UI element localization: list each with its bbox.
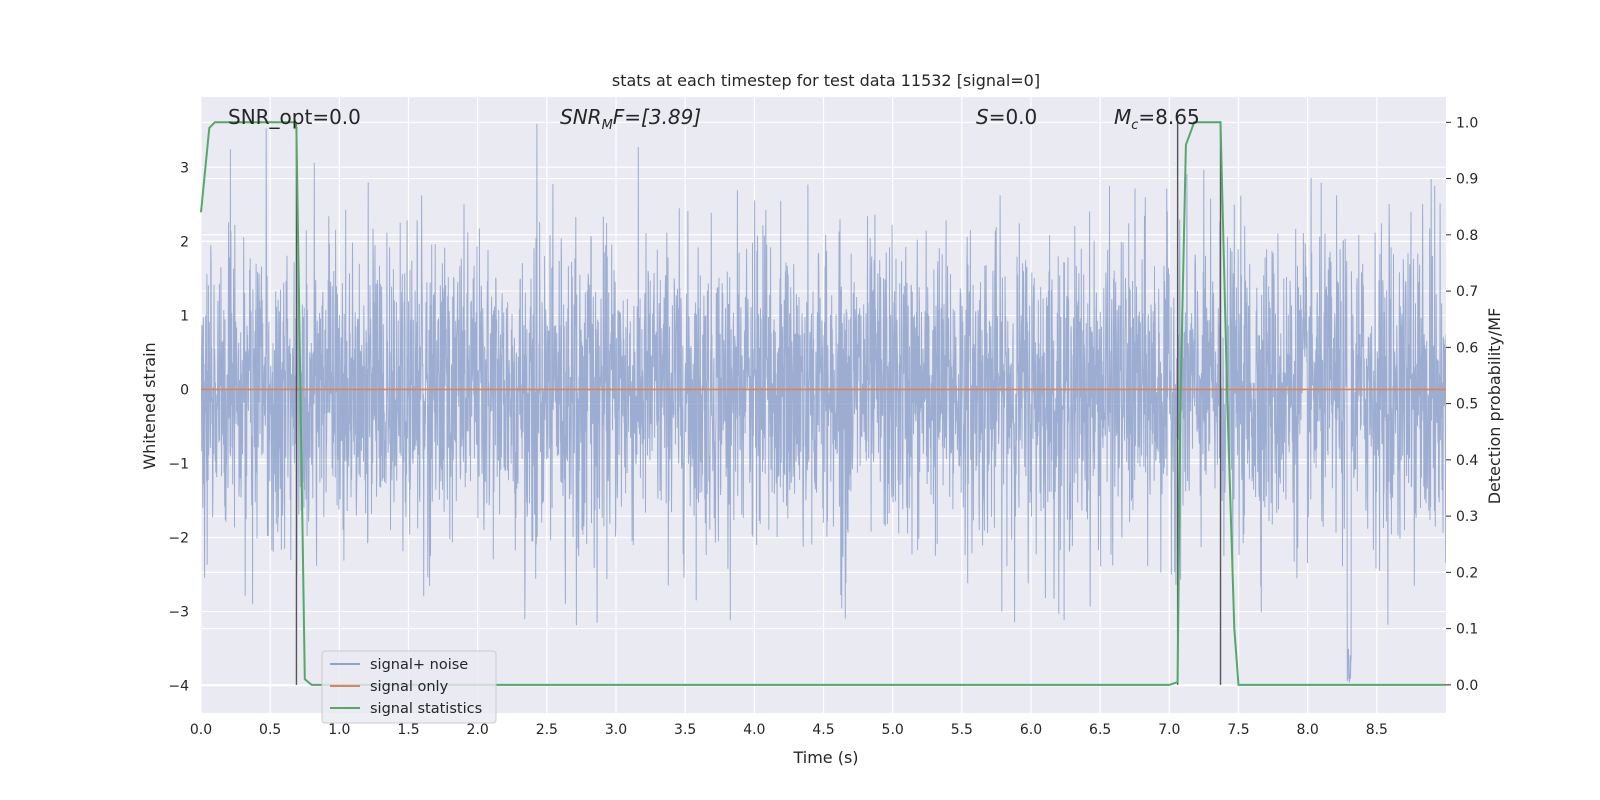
signal-noise-series <box>201 123 1446 683</box>
x-tick-label: 0.0 <box>190 722 212 738</box>
x-tick-label: 3.0 <box>605 722 627 738</box>
snr-mf-annotation: SNRMF=[3.89] <box>560 105 701 133</box>
x-tick-label: 2.0 <box>467 722 489 738</box>
y-right-tick-label: 0.9 <box>1456 172 1478 188</box>
legend-label-signal-statistics: signal statistics <box>370 701 482 717</box>
y-right-tick-label: 0.5 <box>1456 397 1478 413</box>
y-left-tick-label: −3 <box>168 605 189 621</box>
y-left-axis-label: Whitened strain <box>140 342 159 469</box>
x-tick-label: 8.5 <box>1366 722 1388 738</box>
x-tick-label: 5.0 <box>882 722 904 738</box>
s-annotation: S=0.0 <box>976 105 1037 129</box>
y-right-tick-label: 0.1 <box>1456 622 1478 638</box>
y-left-tick-label: 0 <box>180 382 189 398</box>
y-left-tick-label: 2 <box>180 234 189 250</box>
x-tick-label: 3.5 <box>674 722 696 738</box>
x-tick-label: 7.0 <box>1158 722 1180 738</box>
legend-label-signal-noise: signal+ noise <box>370 657 468 673</box>
x-tick-label: 8.0 <box>1297 722 1319 738</box>
y-right-tick-label: 0.3 <box>1456 509 1478 525</box>
y-right-tick-label: 0.4 <box>1456 453 1478 469</box>
y-left-tick-label: −2 <box>168 531 189 547</box>
x-tick-label: 7.5 <box>1227 722 1249 738</box>
y-right-tick-label: 0.7 <box>1456 284 1478 300</box>
x-tick-label: 6.5 <box>1089 722 1111 738</box>
snr-opt-annotation: SNR_opt=0.0 <box>228 105 361 129</box>
legend-label-signal-only: signal only <box>370 679 449 695</box>
x-tick-label: 5.5 <box>951 722 973 738</box>
legend-frame <box>321 650 497 724</box>
x-tick-label: 6.0 <box>1020 722 1042 738</box>
x-tick-label: 4.0 <box>743 722 765 738</box>
signal-noise-line <box>201 123 1446 683</box>
y-right-axis-label: Detection probability/MF <box>1485 308 1504 505</box>
x-tick-label: 1.5 <box>397 722 419 738</box>
y-right-tick-label: 0.0 <box>1456 678 1478 694</box>
chart-title: stats at each timestep for test data 115… <box>612 71 1040 90</box>
y-left-tick-label: 1 <box>180 308 189 324</box>
x-axis-ticks: 0.0 0.5 1.0 1.5 2.0 2.5 3.0 3.5 4.0 4.5 5.0 5.5 6.0 6… <box>190 722 1388 738</box>
x-tick-label: 4.5 <box>812 722 834 738</box>
y-left-tick-label: −1 <box>168 456 189 472</box>
signal-statistics-line <box>200 121 1446 686</box>
plot-area <box>200 121 1446 686</box>
y-right-tick-label: 0.8 <box>1456 228 1478 244</box>
x-tick-label: 1.0 <box>328 722 350 738</box>
x-axis-label: Time (s) <box>792 748 858 767</box>
x-tick-label: 2.5 <box>536 722 558 738</box>
x-tick-label: 0.5 <box>259 722 281 738</box>
y-right-tick-label: 1.0 <box>1456 115 1478 131</box>
mc-annotation: Mc=8.65 <box>1114 105 1200 133</box>
y-right-axis-ticks: 1.0 0.9 0.8 0.7 0.6 0.5 0.4 0.3 0.2 0.1 0.0 <box>1446 115 1478 694</box>
y-left-tick-label: 3 <box>180 160 189 176</box>
y-left-axis-ticks: 3 2 1 0 −1 −2 −3 −4 <box>168 160 189 694</box>
y-left-tick-label: −4 <box>168 679 189 695</box>
y-right-tick-label: 0.2 <box>1456 565 1478 581</box>
legend: signal+ noise signal only signal statist… <box>321 650 497 724</box>
y-right-tick-label: 0.6 <box>1456 340 1478 356</box>
